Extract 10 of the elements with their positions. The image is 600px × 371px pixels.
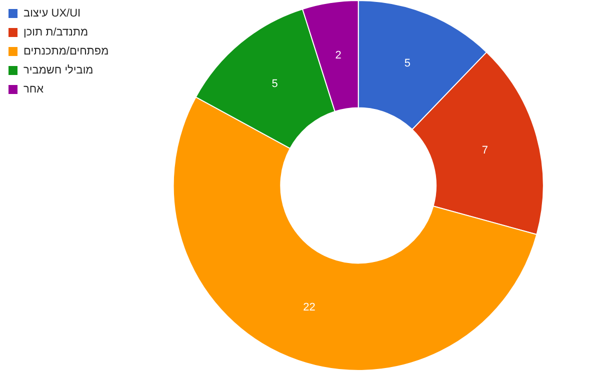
data-label: 7 bbox=[482, 144, 488, 157]
data-label: 22 bbox=[303, 301, 316, 314]
legend-label: מובילי חשמביר bbox=[24, 64, 94, 77]
data-label: 2 bbox=[335, 50, 342, 62]
legend-label: אחר bbox=[24, 84, 44, 96]
legend-label: מפתחים/מתכנתים bbox=[24, 46, 109, 58]
data-label: 5 bbox=[404, 58, 410, 70]
legend-label: מתנדב/ת תוכן bbox=[24, 26, 88, 39]
data-label: 5 bbox=[272, 78, 278, 90]
legend-label: עיצוב UX/UI bbox=[24, 8, 81, 20]
